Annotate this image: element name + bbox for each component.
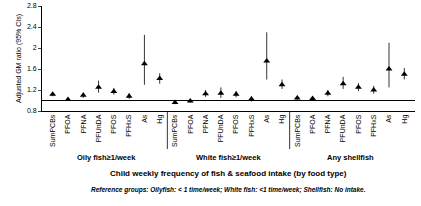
svg-text:PFOS: PFOS xyxy=(355,114,362,133)
svg-text:PFNA: PFNA xyxy=(80,114,87,133)
svg-text:Hg: Hg xyxy=(401,115,409,124)
svg-text:PFOA: PFOA xyxy=(309,114,316,133)
svg-text:1.6: 1.6 xyxy=(27,65,37,72)
svg-text:2.4: 2.4 xyxy=(27,23,37,30)
svg-text:Oily fish≥1/week: Oily fish≥1/week xyxy=(77,153,136,162)
svg-text:SumPCBs: SumPCBs xyxy=(171,114,178,147)
svg-text:PFUnDA: PFUnDA xyxy=(217,114,224,142)
svg-text:As: As xyxy=(385,114,392,123)
svg-text:White fish≥1/week: White fish≥1/week xyxy=(196,153,261,162)
svg-text:SumPCBs: SumPCBs xyxy=(294,114,301,147)
svg-text:PFOS: PFOS xyxy=(232,114,239,133)
svg-text:Hg: Hg xyxy=(156,115,164,124)
svg-text:Any shellfish: Any shellfish xyxy=(327,153,374,162)
svg-text:PFHxS: PFHxS xyxy=(370,114,377,137)
svg-text:SumPCBs: SumPCBs xyxy=(49,114,56,147)
svg-text:2: 2 xyxy=(33,44,37,51)
svg-text:PFOA: PFOA xyxy=(187,114,194,133)
svg-text:PFNA: PFNA xyxy=(324,114,331,133)
svg-text:PFOS: PFOS xyxy=(110,114,117,133)
svg-text:Reference groups: Oilyfish: <: Reference groups: Oilyfish: < 1 time/wee… xyxy=(91,186,366,194)
svg-text:PFUnDA: PFUnDA xyxy=(95,114,102,142)
svg-text:PFUnDA: PFUnDA xyxy=(339,114,346,142)
svg-text:PFOA: PFOA xyxy=(64,114,71,133)
svg-text:Adjusted GM ratio (95% CIs): Adjusted GM ratio (95% CIs) xyxy=(15,14,23,103)
svg-text:Child weekly frequency of fish: Child weekly frequency of fish & seafood… xyxy=(110,169,347,178)
svg-text:PFHxS: PFHxS xyxy=(248,114,255,137)
svg-text:As: As xyxy=(263,114,270,123)
svg-text:PFNA: PFNA xyxy=(202,114,209,133)
svg-text:0.8: 0.8 xyxy=(27,107,37,114)
svg-text:As: As xyxy=(141,114,148,123)
svg-text:Hg: Hg xyxy=(278,115,286,124)
svg-text:2.8: 2.8 xyxy=(27,2,37,9)
svg-text:1.2: 1.2 xyxy=(27,86,37,93)
svg-text:PFHxS: PFHxS xyxy=(125,114,132,137)
